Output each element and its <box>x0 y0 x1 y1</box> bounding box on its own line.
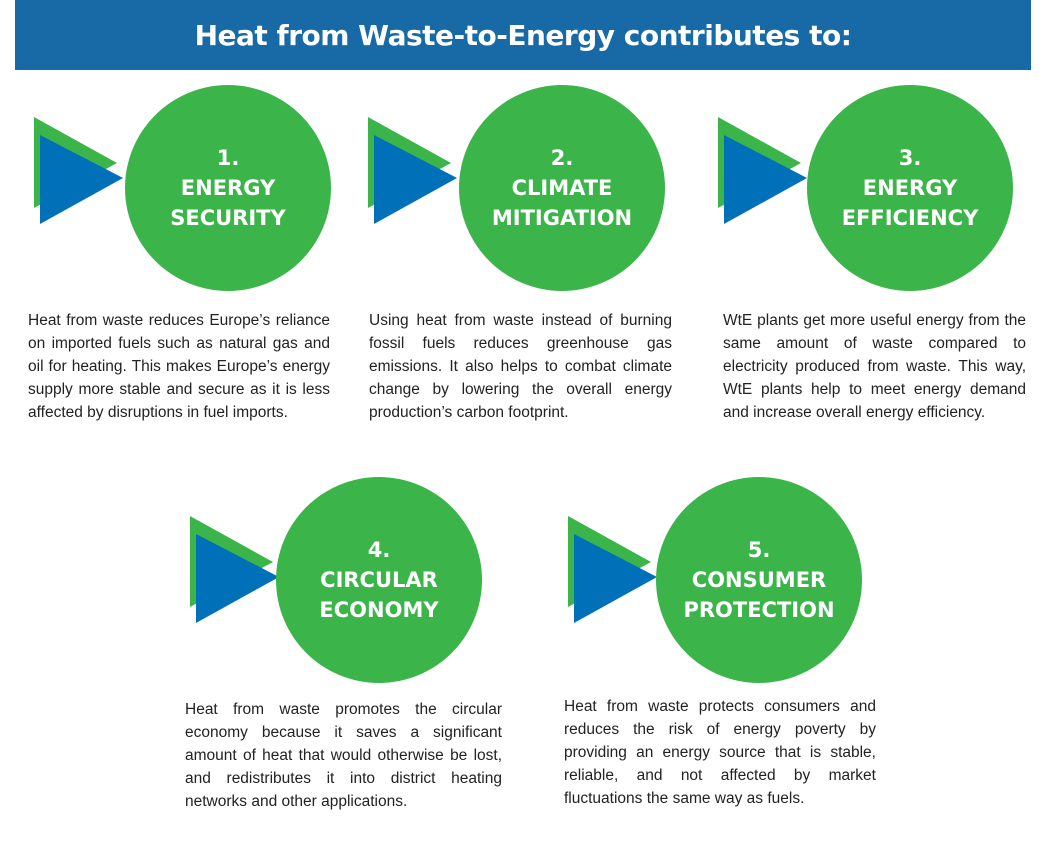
benefit-number: 5. <box>747 538 771 562</box>
arrow-triangle-icon <box>34 117 123 224</box>
arrow-triangle-icon <box>190 516 279 623</box>
benefit-title-line1: ENERGY <box>862 176 958 200</box>
benefit-circle: 3. ENERGY EFFICIENCY <box>807 85 1013 291</box>
benefit-title-line1: CIRCULAR <box>320 568 438 592</box>
benefit-description: Heat from waste protects consumers and r… <box>564 698 876 807</box>
arrow-triangle-icon <box>718 117 807 224</box>
benefit-title-line2: ECONOMY <box>319 598 439 622</box>
benefit-description: Heat from waste reduces Europe’s relianc… <box>28 312 330 421</box>
benefit-title-line2: SECURITY <box>170 206 286 230</box>
benefit-title-line2: MITIGATION <box>491 206 633 230</box>
benefit-title-line1: ENERGY <box>180 176 276 200</box>
benefit-title-line2: EFFICIENCY <box>841 206 979 230</box>
benefit-circle: 2. CLIMATE MITIGATION <box>459 85 665 291</box>
benefit-description: Heat from waste promotes the circular ec… <box>185 701 502 810</box>
benefit-description: WtE plants get more useful energy from t… <box>723 312 1026 421</box>
benefit-description: Using heat from waste instead of burning… <box>369 312 672 421</box>
benefit-number: 2. <box>550 146 574 170</box>
benefit-number: 3. <box>898 146 922 170</box>
page-title: Heat from Waste-to-Energy contributes to… <box>194 18 852 52</box>
benefit-circle: 4. CIRCULAR ECONOMY <box>276 477 482 683</box>
benefit-number: 1. <box>216 146 240 170</box>
benefit-title-line1: CONSUMER <box>691 568 827 592</box>
arrow-triangle-icon <box>368 117 457 224</box>
benefit-circle: 1. ENERGY SECURITY <box>125 85 331 291</box>
benefit-number: 4. <box>367 538 391 562</box>
benefit-title-line2: PROTECTION <box>683 598 835 622</box>
benefit-circle: 5. CONSUMER PROTECTION <box>656 477 862 683</box>
benefit-title-line1: CLIMATE <box>511 176 613 200</box>
header-banner: Heat from Waste-to-Energy contributes to… <box>15 0 1031 70</box>
arrow-triangle-icon <box>568 516 657 623</box>
